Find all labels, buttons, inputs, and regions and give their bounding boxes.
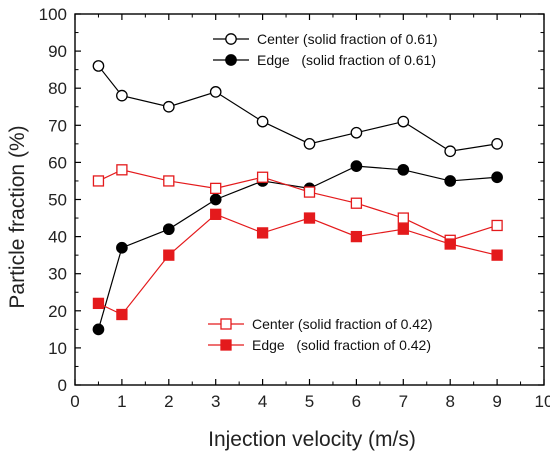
data-point <box>116 164 128 176</box>
data-point <box>256 115 269 128</box>
y-tick-label: 0 <box>58 376 67 395</box>
data-point <box>303 138 316 150</box>
series-line <box>98 169 498 241</box>
series-3 <box>92 208 503 321</box>
legend-1: Center (solid fraction of 0.42) Edge (sol… <box>208 316 433 353</box>
legends: Center (solid fraction of 0.61) Edge (sol… <box>208 31 438 353</box>
x-tick-label: 7 <box>399 392 408 411</box>
data-point <box>210 182 222 195</box>
data-point <box>92 60 105 72</box>
y-tick-label: 90 <box>48 42 67 61</box>
data-point <box>397 163 410 176</box>
data-point <box>163 175 175 187</box>
y-tick-label: 50 <box>48 191 67 210</box>
data-point <box>162 100 175 113</box>
data-point <box>397 212 409 224</box>
y-tick-label: 80 <box>48 79 67 98</box>
x-tick-label: 9 <box>492 392 501 411</box>
data-point <box>491 171 503 184</box>
data-point <box>303 186 316 198</box>
legend-label: Center (solid fraction of 0.42) <box>252 316 433 332</box>
data-point <box>350 197 363 209</box>
data-point <box>350 160 363 172</box>
data-point <box>444 238 456 250</box>
x-axis-title: Injection velocity (m/s) <box>208 428 416 451</box>
data-point <box>163 249 175 261</box>
data-point <box>162 223 175 236</box>
x-tick-label: 1 <box>117 392 126 411</box>
x-tick-label: 3 <box>211 392 220 411</box>
y-tick-label: 20 <box>48 302 67 321</box>
data-point <box>210 208 222 220</box>
series-2 <box>92 164 503 246</box>
data-point <box>444 145 457 158</box>
series-0 <box>92 60 503 158</box>
y-tick-label: 60 <box>48 153 67 172</box>
y-tick-label: 40 <box>48 228 67 247</box>
legend-label: Edge (solid fraction of 0.61) <box>257 52 436 68</box>
x-tick-label: 2 <box>164 392 173 411</box>
legend-marker <box>220 318 232 330</box>
data-point <box>116 89 128 102</box>
x-tick-label: 8 <box>445 392 454 411</box>
data-point <box>397 223 409 235</box>
y-axis-title: Particle fraction (%) <box>6 125 29 308</box>
x-tick-label: 4 <box>258 392 267 411</box>
legend-label: Edge (solid fraction of 0.42) <box>252 337 431 353</box>
y-tick-label: 100 <box>39 5 67 24</box>
series-line <box>97 65 498 152</box>
series-line <box>98 213 498 316</box>
data-point <box>209 193 222 206</box>
data-point <box>92 175 105 187</box>
data-point <box>209 86 222 98</box>
data-point <box>256 227 269 239</box>
x-tick-label: 0 <box>70 392 79 411</box>
x-tick-label: 10 <box>535 392 550 411</box>
x-tick-label: 5 <box>305 392 314 411</box>
data-point <box>303 212 316 224</box>
data-point <box>116 308 128 321</box>
series-line <box>97 165 498 330</box>
data-point <box>491 138 503 150</box>
data-point <box>444 175 457 187</box>
series-1 <box>92 160 503 336</box>
legend-marker <box>220 339 232 351</box>
plot-area <box>92 60 503 336</box>
legend-label: Center (solid fraction of 0.61) <box>257 31 438 47</box>
y-tick-label: 70 <box>48 116 67 135</box>
legend-marker <box>225 33 237 45</box>
y-tick-label: 30 <box>48 265 67 284</box>
x-tick-label: 6 <box>352 392 361 411</box>
legend-0: Center (solid fraction of 0.61) Edge (sol… <box>213 31 438 68</box>
data-point <box>491 219 503 232</box>
data-point <box>92 297 105 310</box>
y-tick-label: 10 <box>48 339 67 358</box>
data-point <box>116 241 128 254</box>
data-point <box>350 126 363 139</box>
data-point <box>92 323 105 336</box>
data-point <box>491 249 503 261</box>
data-point <box>350 230 363 243</box>
legend-marker <box>225 54 237 66</box>
data-point <box>397 115 410 128</box>
data-point <box>256 171 269 183</box>
